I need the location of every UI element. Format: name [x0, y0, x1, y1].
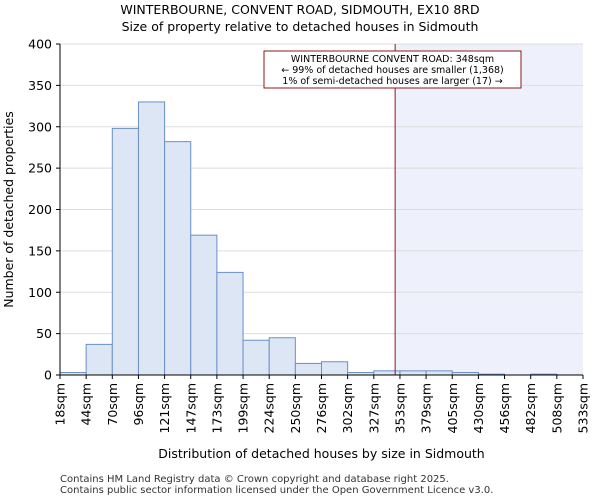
- x-tick-label: 18sqm: [53, 383, 68, 426]
- y-tick-label: 300: [28, 119, 52, 134]
- y-tick-label: 150: [28, 243, 52, 258]
- x-tick-label: 173sqm: [209, 383, 224, 433]
- x-axis-label: Distribution of detached houses by size …: [158, 446, 484, 461]
- x-tick-label: 96sqm: [131, 383, 146, 426]
- histogram-bar: [85, 343, 113, 376]
- footer-line-2: Contains public sector information licen…: [60, 485, 494, 496]
- y-tick-label: 400: [28, 37, 52, 52]
- histogram-bar: [268, 337, 296, 376]
- y-axis-label: Number of detached properties: [1, 111, 16, 308]
- y-tick-label: 250: [28, 161, 52, 176]
- x-tick-label: 405sqm: [445, 383, 460, 433]
- histogram-bar: [294, 362, 323, 376]
- chart-title: WINTERBOURNE, CONVENT ROAD, SIDMOUTH, EX…: [120, 2, 480, 17]
- histogram-bar: [164, 141, 192, 376]
- histogram-bar: [216, 271, 244, 376]
- annotation-line: ← 99% of detached houses are smaller (1,…: [281, 65, 504, 76]
- y-tick-label: 350: [28, 78, 52, 93]
- y-tick-label: 100: [28, 285, 52, 300]
- x-tick-label: 456sqm: [497, 383, 512, 433]
- histogram-bar: [399, 370, 427, 376]
- annotation-box: [263, 50, 522, 89]
- x-tick-label: 353sqm: [392, 383, 407, 433]
- chart-subtitle: Size of property relative to detached ho…: [121, 19, 479, 34]
- x-tick-label: 276sqm: [314, 383, 329, 433]
- x-tick-label: 147sqm: [183, 383, 198, 433]
- x-tick-label: 250sqm: [288, 383, 303, 433]
- annotation-line: 1% of semi-detached houses are larger (1…: [282, 76, 502, 87]
- y-tick-label: 50: [36, 326, 52, 341]
- histogram-bar: [137, 101, 166, 376]
- histogram-bar: [242, 339, 270, 376]
- x-tick-label: 533sqm: [576, 383, 591, 433]
- x-tick-label: 199sqm: [236, 383, 251, 433]
- footer-line-1: Contains HM Land Registry data © Crown c…: [60, 474, 449, 485]
- y-tick-label: 0: [44, 368, 52, 383]
- y-tick-label: 200: [28, 202, 52, 217]
- histogram-bar: [425, 370, 453, 376]
- histogram-bar: [321, 361, 349, 376]
- x-tick-label: 379sqm: [419, 383, 434, 433]
- x-tick-label: 327sqm: [366, 383, 381, 433]
- x-tick-label: 430sqm: [471, 383, 486, 433]
- x-tick-label: 302sqm: [340, 383, 355, 433]
- x-tick-label: 70sqm: [105, 383, 120, 426]
- histogram-bar: [190, 234, 218, 376]
- x-tick-label: 508sqm: [549, 383, 564, 433]
- histogram-bar: [373, 370, 401, 376]
- annotation-line: WINTERBOURNE CONVENT ROAD: 348sqm: [291, 54, 494, 65]
- x-tick-label: 121sqm: [157, 383, 172, 433]
- x-tick-label: 44sqm: [79, 383, 94, 426]
- histogram-bar: [111, 127, 139, 376]
- x-tick-label: 224sqm: [262, 383, 277, 433]
- x-tick-label: 482sqm: [523, 383, 538, 433]
- histogram-chart: 0 50 100 150 200 250 300 350 400 18sqm 44sqm 70sqm 9…: [1, 37, 591, 462]
